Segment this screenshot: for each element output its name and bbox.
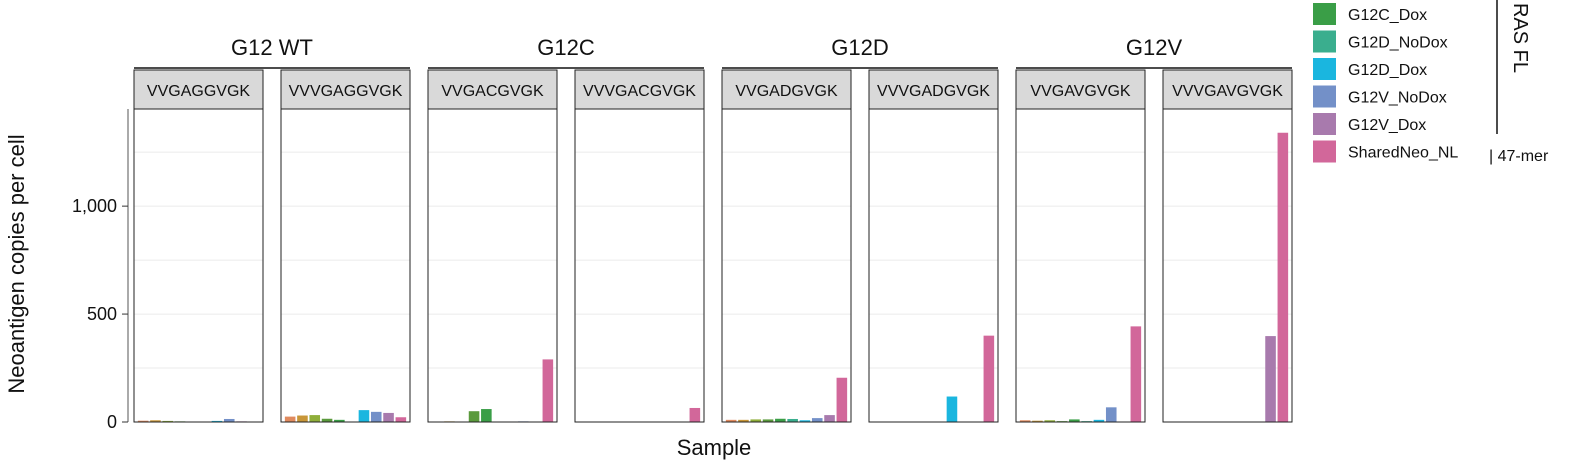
bar	[836, 377, 848, 422]
facet-strip-label: VVVGACGVGK	[583, 83, 696, 100]
bar	[1130, 326, 1142, 422]
bar	[542, 359, 554, 422]
legend-swatch	[1313, 113, 1336, 135]
facet-strip	[427, 69, 558, 110]
bar	[762, 419, 774, 422]
facet-panel: VVVGAVGVGK	[1162, 69, 1293, 423]
facet-panel: VVGACGVGK	[427, 69, 558, 423]
legend-swatch	[1313, 3, 1336, 25]
bar	[725, 419, 737, 422]
legend: RAS FL | 47-mer G12C_Dox G12D_NoDox G12D_D…	[1313, 0, 1549, 165]
bar	[689, 407, 701, 422]
legend-item-label: SharedNeo_NL	[1348, 145, 1458, 162]
facet-strip	[1015, 69, 1146, 110]
facet-strip-label: VVVGADGVGK	[877, 83, 990, 100]
y-axis-label: Neoantigen copies per cell	[4, 134, 29, 393]
legend-item-label: G12V_NoDox	[1348, 90, 1447, 107]
facet-border	[1162, 108, 1293, 423]
facet-strip-label: VVGAVGVGK	[1030, 83, 1131, 100]
bar	[383, 412, 394, 422]
facet-panel: VVVGACGVGK	[574, 69, 705, 423]
bar	[1105, 407, 1117, 422]
facet-panel: VVVGAGGVGK	[280, 69, 411, 423]
bar	[1032, 420, 1043, 422]
facet-panel: VVGADGVGK	[721, 69, 852, 423]
facet-strip-label: VVVGAVGVGK	[1172, 83, 1283, 100]
legend-item-label: G12D_NoDox	[1348, 35, 1448, 52]
legend-item-label: G12D_Dox	[1348, 62, 1427, 79]
y-tick-label: 1,000	[72, 196, 117, 216]
bar	[824, 415, 835, 422]
legend-item-label: G12C_Dox	[1348, 7, 1427, 24]
facet-strip-label: VVGADGVGK	[735, 83, 838, 100]
facet-strip	[280, 69, 411, 110]
facet-panel: VVGAGGVGK	[133, 69, 264, 423]
bar	[137, 420, 149, 422]
facet-strip	[868, 69, 999, 110]
bar	[468, 411, 480, 422]
bar	[775, 418, 786, 422]
bar	[395, 417, 407, 422]
facet-strip	[1162, 69, 1293, 110]
facet-border	[721, 108, 852, 423]
bar	[211, 420, 223, 422]
group-title: G12V	[1126, 35, 1183, 60]
legend-swatch	[1313, 85, 1336, 108]
facet-border	[427, 108, 558, 423]
bar	[811, 418, 823, 422]
legend-swatch	[1313, 58, 1336, 80]
axis-layer: Neoantigen copies per cell Sample 0 500 1,…	[4, 109, 751, 460]
legend-swatch	[1313, 140, 1336, 163]
facet-strip	[133, 69, 264, 110]
facet-strip-label: VVGACGVGK	[441, 83, 544, 100]
facet-border	[574, 108, 705, 423]
bar	[946, 396, 958, 422]
bar	[162, 420, 174, 422]
group-title: G12 WT	[231, 35, 313, 60]
facet-border	[280, 108, 411, 423]
y-tick-label: 500	[87, 304, 117, 324]
bar	[799, 420, 811, 422]
bar	[284, 416, 296, 422]
bar	[738, 419, 749, 422]
bar	[370, 411, 382, 422]
bar	[150, 420, 161, 422]
facet-layer: G12 WT G12C G12D G12V VVGAGGVGK VVVGAGGVGK VVG…	[133, 35, 1293, 423]
bar	[1093, 419, 1105, 422]
facet-strip-label: VVVGAGGVGK	[289, 83, 403, 100]
bar	[1069, 419, 1080, 422]
legend-shared-suffix: | 47-mer	[1489, 148, 1549, 165]
y-tick-label: 0	[107, 412, 117, 432]
facet-border	[868, 108, 999, 423]
legend-group-label-ras-fl: RAS FL	[1509, 3, 1531, 73]
facet-panel: VVVGADGVGK	[868, 69, 999, 423]
group-title: G12D	[831, 35, 888, 60]
bar	[481, 409, 492, 422]
bar	[358, 410, 370, 422]
facet-border	[133, 108, 264, 423]
bar	[750, 419, 762, 422]
bar	[787, 418, 798, 422]
bar	[1277, 132, 1289, 423]
bar	[321, 418, 333, 422]
bar	[1044, 420, 1056, 422]
bar	[1265, 336, 1276, 422]
bar	[309, 415, 321, 422]
facet-border	[1015, 108, 1146, 423]
facet-strip-label: VVGAGGVGK	[147, 83, 250, 100]
legend-swatch	[1313, 30, 1336, 53]
bar	[1019, 420, 1031, 422]
group-title: G12C	[537, 35, 595, 60]
bar	[297, 415, 308, 422]
x-axis-label: Sample	[677, 435, 752, 460]
facet-panel: VVGAVGVGK	[1015, 69, 1146, 423]
bar	[334, 419, 345, 422]
bar	[223, 418, 235, 422]
bar	[983, 335, 995, 422]
facet-strip	[721, 69, 852, 110]
legend-item-label: G12V_Dox	[1348, 117, 1426, 134]
